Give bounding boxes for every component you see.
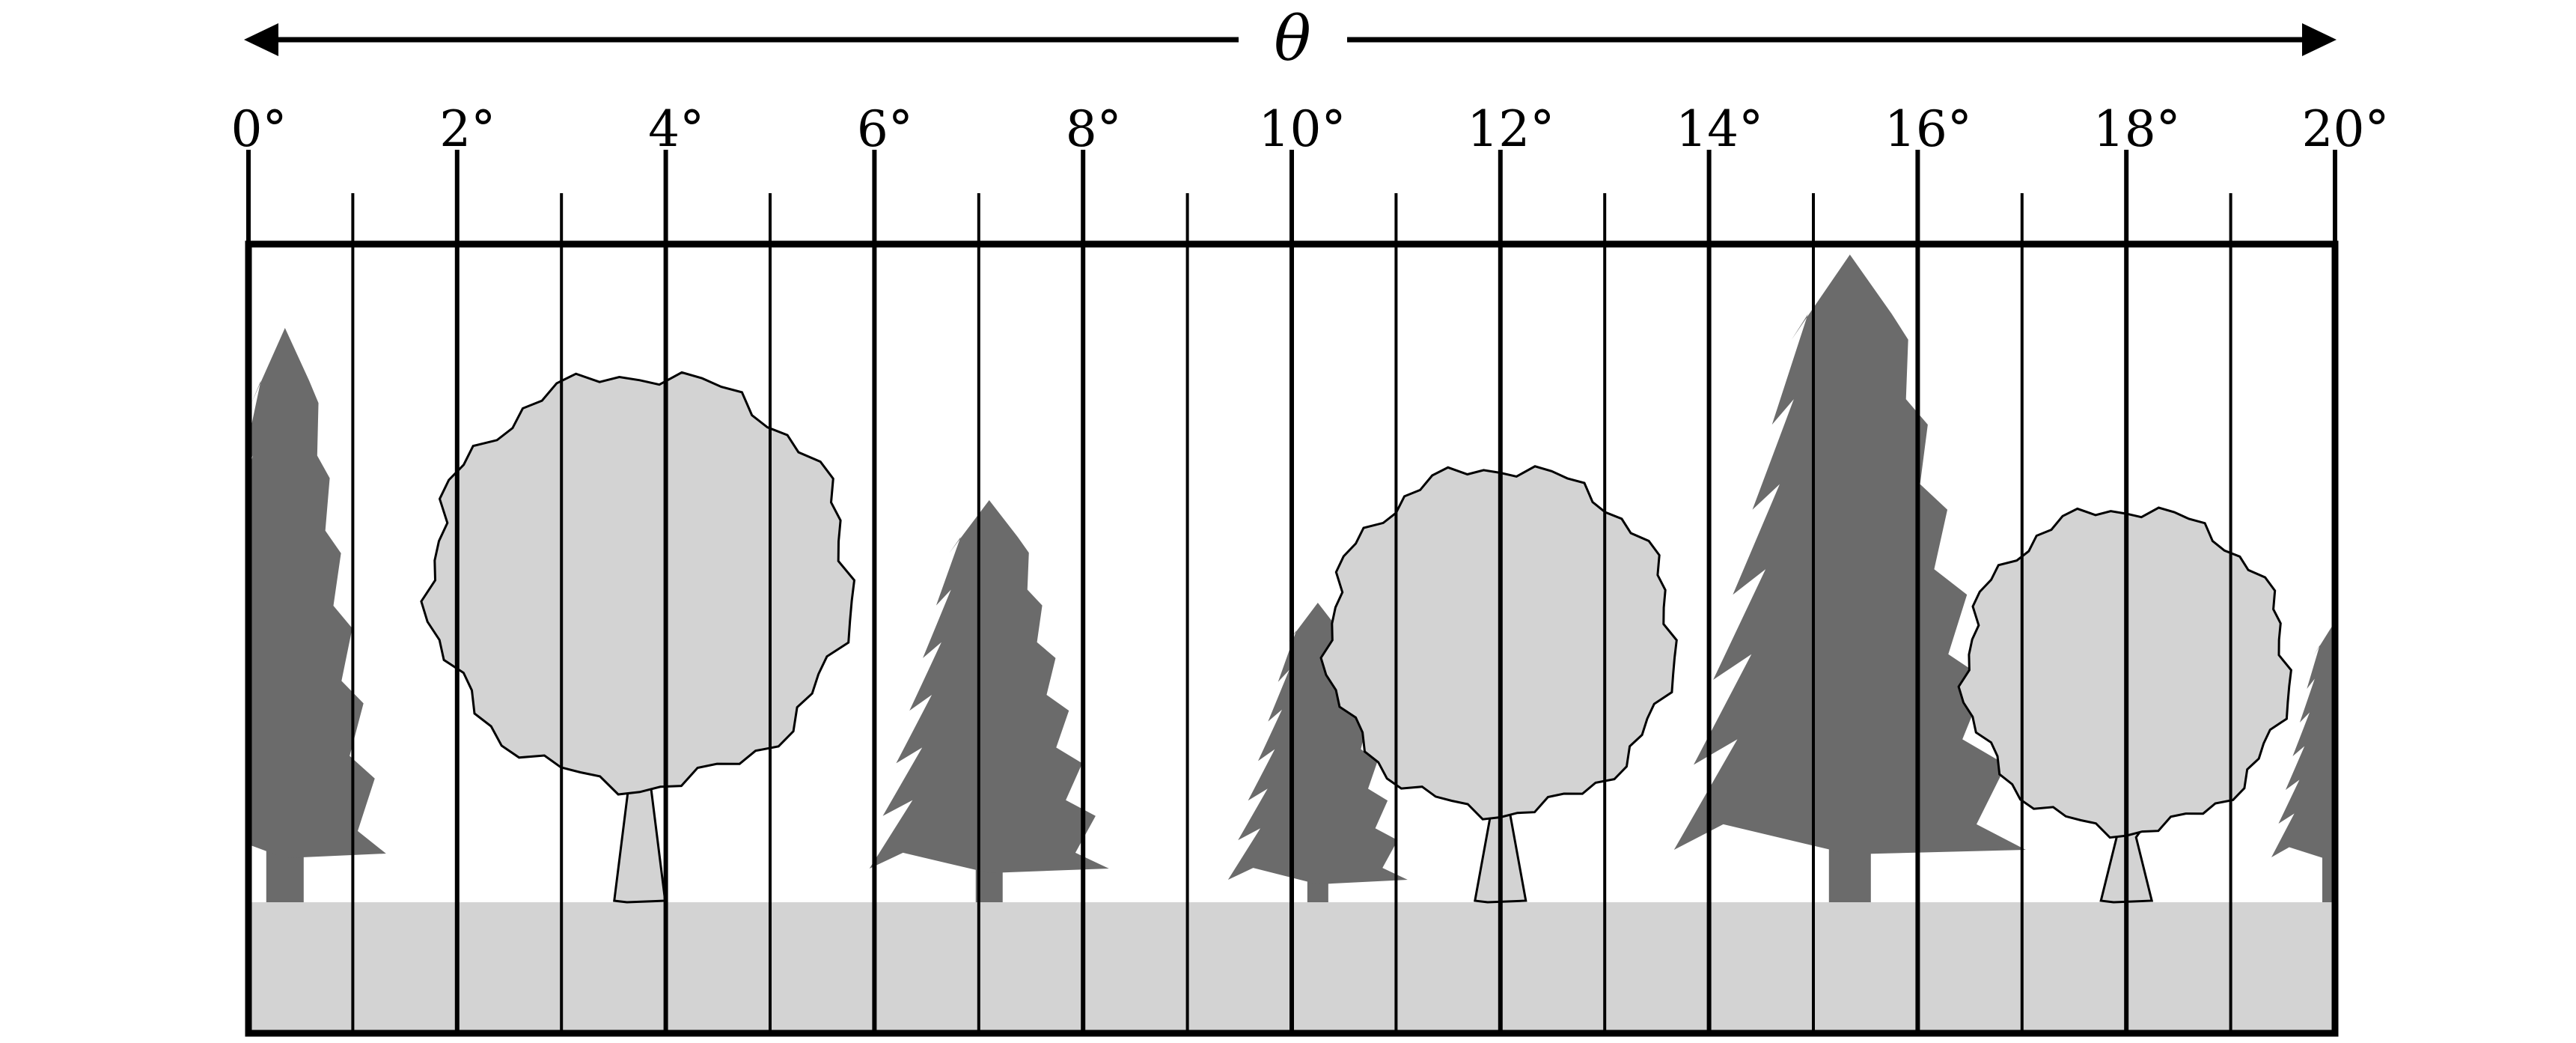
conifer-foliage [248, 328, 386, 858]
tick-label: 6° [857, 100, 913, 158]
tick-label: 4° [648, 100, 704, 158]
tick-label: 16° [1884, 100, 1972, 158]
tick-labels: 0° 2° 4° 6° 8° 10° 12° 14° 16° 18° 20° [231, 100, 2390, 158]
deciduous-crown [420, 371, 856, 796]
conifer-tree [1227, 603, 1408, 902]
tick-label: 8° [1066, 100, 1122, 158]
conifer-foliage [869, 500, 1109, 873]
conifer-foliage [1673, 255, 2026, 854]
tick-label: 18° [2093, 100, 2181, 158]
tick-label: 2° [439, 100, 495, 158]
tick-label: 0° [231, 100, 287, 158]
scene [248, 255, 2335, 1033]
theta-label: θ [1274, 4, 1310, 75]
theta-arrow-right-head [2302, 23, 2337, 56]
theta-arrow-left-head [244, 23, 278, 56]
conifer-foliage [1227, 603, 1408, 884]
conifer-tree [1673, 255, 2026, 902]
tick-label: 12° [1467, 100, 1554, 158]
conifer-tree [869, 500, 1109, 902]
frame [245, 240, 2339, 1037]
tick-label: 20° [2302, 100, 2390, 158]
angle-grid [246, 150, 2337, 1033]
tick-label: 10° [1259, 100, 1346, 158]
conifer-tree [248, 328, 386, 902]
conifer-foliage [2271, 621, 2335, 862]
theta-arrow: θ [244, 4, 2337, 75]
tick-label: 14° [1676, 100, 1763, 158]
deciduous-tree [420, 371, 856, 904]
